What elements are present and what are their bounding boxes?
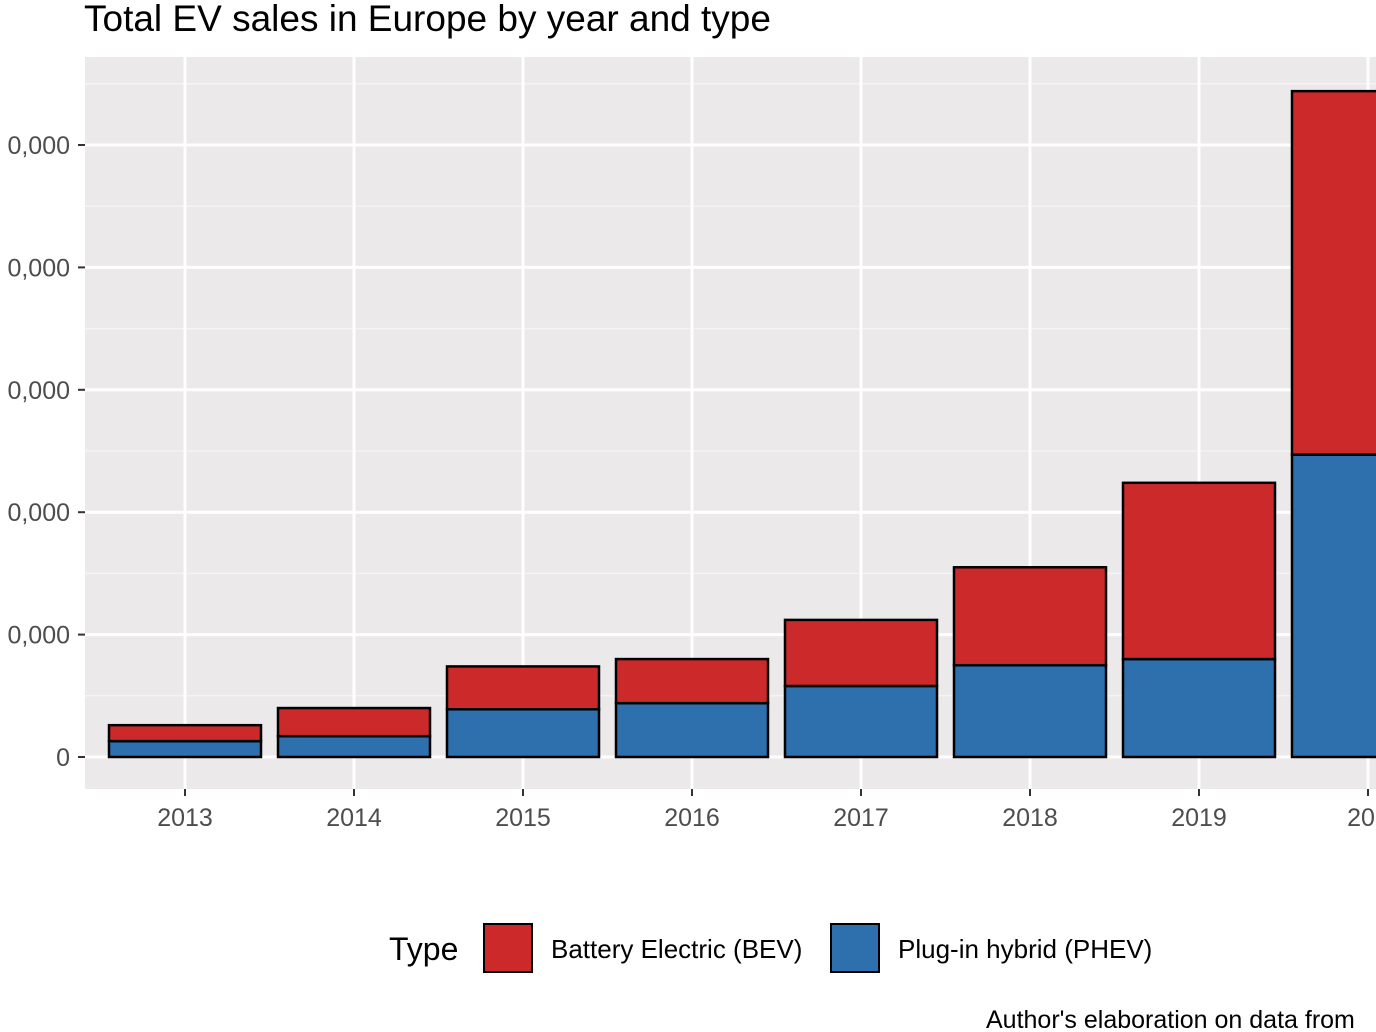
bar-bev-2016: [614, 657, 770, 705]
bar-bev-2015: [445, 665, 601, 711]
legend-key-bev: [483, 923, 533, 973]
x-tick-label: 2018: [1002, 804, 1058, 832]
y-tick-label: 0,000: [7, 499, 70, 527]
legend-title: Type: [389, 931, 458, 967]
x-tick-label: 2015: [495, 804, 551, 832]
bar-phev-2016: [614, 701, 770, 759]
bar-phev-2017: [783, 684, 939, 759]
bar-bev-2013: [107, 723, 263, 743]
x-tick-label: 2014: [326, 804, 382, 832]
x-tick-label: 2013: [157, 804, 213, 832]
x-tick-label: 202: [1347, 804, 1376, 832]
bar-bev-2020: [1290, 89, 1376, 456]
x-tick-label: 2019: [1171, 804, 1227, 832]
y-tick-label: 0,000: [7, 622, 70, 650]
bar-phev-2020: [1290, 453, 1376, 759]
chart-title: Total EV sales in Europe by year and typ…: [84, 0, 771, 39]
y-tick-label: 0,000: [7, 132, 70, 160]
bar-phev-2013: [107, 739, 263, 759]
y-tick-label: 0,000: [7, 377, 70, 405]
legend: Type Battery Electric (BEV) Plug-in hybr…: [389, 923, 1152, 973]
x-axis: 2013 2014 2015 2016 2017 2018 2019 202: [157, 789, 1376, 832]
y-tick-label: 0: [56, 744, 70, 772]
legend-label-phev: Plug-in hybrid (PHEV): [898, 934, 1152, 964]
chart-caption: Author's elaboration on data from: [986, 1006, 1355, 1032]
bar-bev-2017: [783, 618, 939, 688]
legend-key-phev: [830, 923, 880, 973]
x-tick-label: 2016: [664, 804, 720, 832]
y-axis: 0 0,000 0,000 0,000 0,000 0,000: [7, 132, 85, 772]
bar-bev-2019: [1121, 481, 1277, 661]
bars: [107, 89, 1376, 759]
bar-phev-2014: [276, 734, 432, 759]
bar-bev-2018: [952, 566, 1108, 667]
x-tick-label: 2017: [833, 804, 889, 832]
legend-label-bev: Battery Electric (BEV): [551, 934, 802, 964]
minor-gridlines: [85, 83, 1376, 697]
y-tick-label: 0,000: [7, 254, 70, 282]
bar-phev-2019: [1121, 657, 1277, 759]
bar-phev-2015: [445, 708, 601, 759]
bar-phev-2018: [952, 663, 1108, 759]
bar-bev-2014: [276, 706, 432, 738]
